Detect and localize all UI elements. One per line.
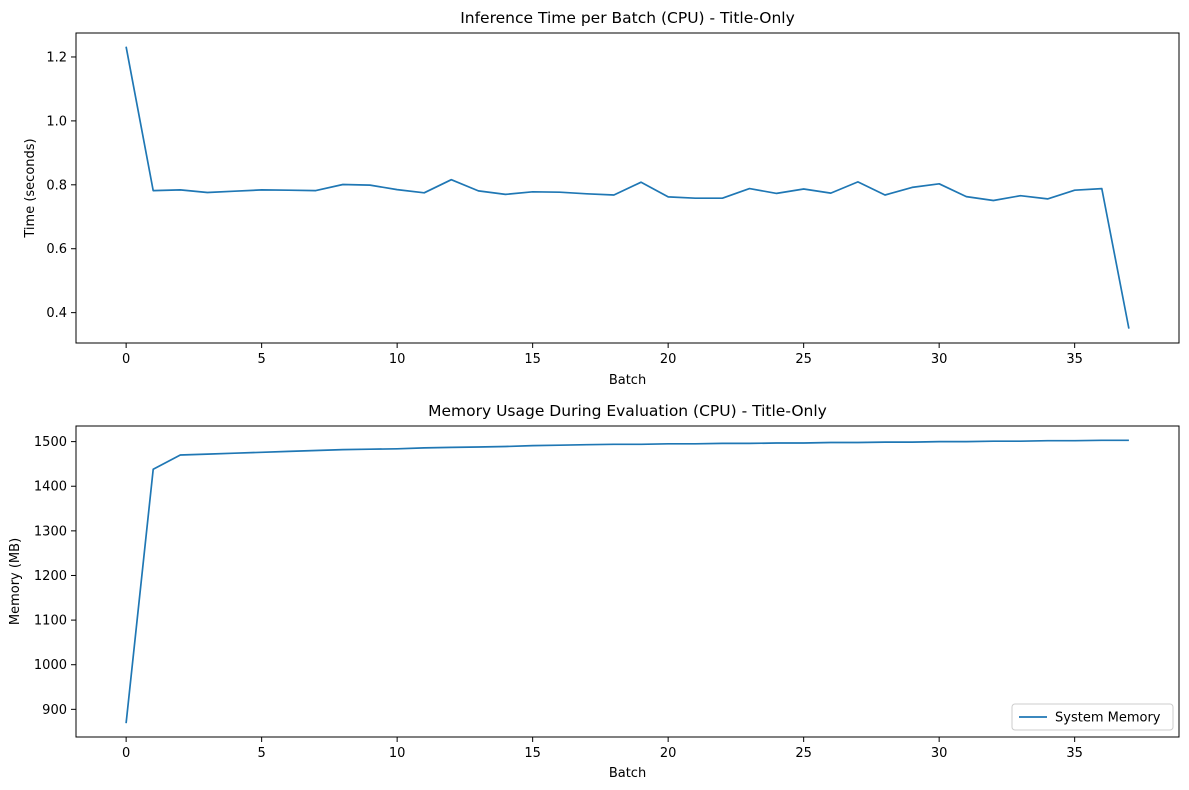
y-tick-label: 1.0 xyxy=(46,114,67,129)
x-tick-label: 15 xyxy=(524,746,541,761)
y-tick-label: 0.8 xyxy=(46,178,67,193)
y-tick-label: 1300 xyxy=(34,524,67,539)
x-tick-label: 0 xyxy=(122,746,130,761)
x-tick-label: 5 xyxy=(257,746,265,761)
y-tick-label: 1400 xyxy=(34,480,67,495)
chart-title: Inference Time per Batch (CPU) - Title-O… xyxy=(460,9,795,27)
x-tick-label: 0 xyxy=(122,352,130,367)
y-tick-label: 900 xyxy=(42,703,67,718)
y-tick-label: 1200 xyxy=(34,569,67,584)
y-tick-label: 1500 xyxy=(34,435,67,450)
x-tick-label: 10 xyxy=(389,352,406,367)
x-tick-label: 15 xyxy=(524,352,541,367)
x-axis-label: Batch xyxy=(609,766,646,781)
series-line xyxy=(125,46,1130,329)
y-axis-label: Memory (MB) xyxy=(8,538,23,625)
x-tick-label: 20 xyxy=(660,352,677,367)
legend-label: System Memory xyxy=(1055,711,1161,726)
chart-title: Memory Usage During Evaluation (CPU) - T… xyxy=(428,402,827,420)
x-tick-label: 10 xyxy=(389,746,406,761)
series-line xyxy=(125,439,1129,724)
x-tick-label: 5 xyxy=(257,352,265,367)
x-tick-label: 30 xyxy=(931,352,948,367)
plot-frame xyxy=(75,425,1180,738)
x-tick-label: 35 xyxy=(1066,352,1083,367)
y-tick-label: 1.2 xyxy=(46,50,67,65)
y-tick-label: 1100 xyxy=(34,614,67,629)
inference-time-chart: Inference Time per Batch (CPU) - Title-O… xyxy=(23,9,1180,388)
memory-usage-chart: Memory Usage During Evaluation (CPU) - T… xyxy=(8,402,1180,781)
y-tick-label: 0.6 xyxy=(46,242,67,257)
x-tick-label: 30 xyxy=(931,746,948,761)
x-tick-label: 25 xyxy=(795,746,812,761)
x-tick-label: 20 xyxy=(660,746,677,761)
y-axis-label: Time (seconds) xyxy=(23,138,38,238)
x-axis-label: Batch xyxy=(609,373,646,388)
y-tick-label: 0.4 xyxy=(46,306,67,321)
legend: System Memory xyxy=(1011,703,1174,731)
legend-box xyxy=(1011,703,1174,731)
plot-frame xyxy=(75,32,1180,344)
y-tick-label: 1000 xyxy=(34,658,67,673)
x-tick-label: 25 xyxy=(795,352,812,367)
x-tick-label: 35 xyxy=(1066,746,1083,761)
